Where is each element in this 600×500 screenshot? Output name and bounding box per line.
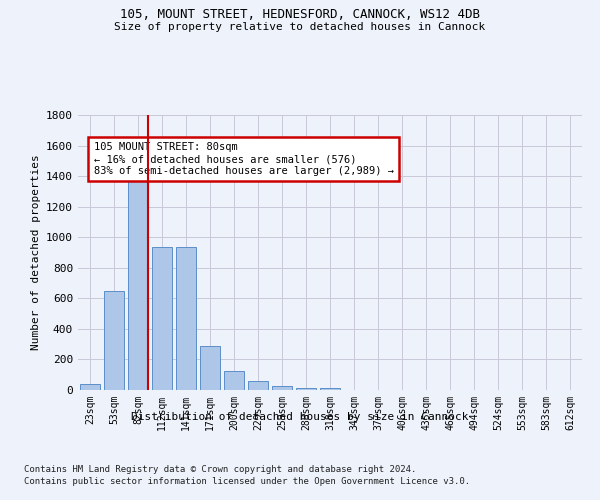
Bar [296, 388, 316, 390]
Text: 105, MOUNT STREET, HEDNESFORD, CANNOCK, WS12 4DB: 105, MOUNT STREET, HEDNESFORD, CANNOCK, … [120, 8, 480, 20]
Text: Contains public sector information licensed under the Open Government Licence v3: Contains public sector information licen… [24, 478, 470, 486]
Text: Distribution of detached houses by size in Cannock: Distribution of detached houses by size … [131, 412, 469, 422]
Bar [200, 346, 220, 390]
Bar [128, 164, 148, 390]
Bar [104, 290, 124, 390]
Bar [224, 371, 244, 390]
Bar [152, 247, 172, 390]
Y-axis label: Number of detached properties: Number of detached properties [31, 154, 41, 350]
Text: Size of property relative to detached houses in Cannock: Size of property relative to detached ho… [115, 22, 485, 32]
Bar [320, 388, 340, 390]
Text: Contains HM Land Registry data © Crown copyright and database right 2024.: Contains HM Land Registry data © Crown c… [24, 465, 416, 474]
Bar [272, 386, 292, 390]
Bar [248, 381, 268, 390]
Bar [80, 384, 100, 390]
Bar [176, 247, 196, 390]
Text: 105 MOUNT STREET: 80sqm
← 16% of detached houses are smaller (576)
83% of semi-d: 105 MOUNT STREET: 80sqm ← 16% of detache… [94, 142, 394, 176]
